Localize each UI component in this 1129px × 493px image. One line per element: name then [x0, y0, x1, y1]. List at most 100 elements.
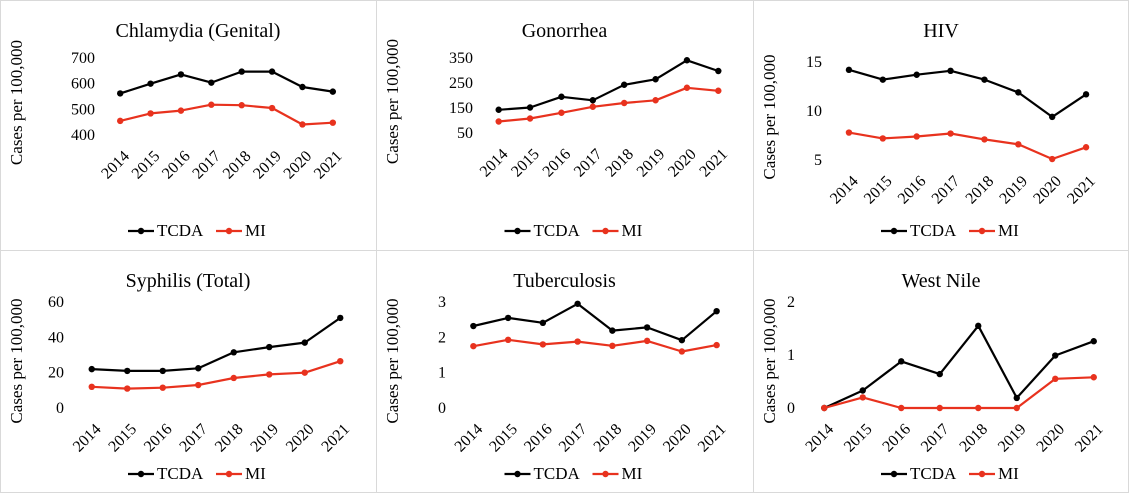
- data-point-tcda: [1015, 89, 1022, 96]
- y-tick-label: 10: [806, 103, 822, 120]
- y-tick-label: 250: [449, 75, 473, 92]
- x-tick-label: 2014: [452, 421, 487, 456]
- data-point-mi: [1052, 375, 1059, 383]
- x-tick-label: 2019: [634, 146, 669, 181]
- chart-title: Syphilis (Total): [126, 270, 251, 292]
- x-tick-label: 2018: [963, 173, 998, 208]
- chart-title: Chlamydia (Genital): [116, 20, 281, 42]
- x-tick-label: 2020: [283, 421, 318, 456]
- x-tick-label: 2021: [318, 421, 353, 456]
- data-point-mi: [683, 84, 691, 91]
- data-point-mi: [898, 404, 905, 412]
- data-point-tcda: [936, 370, 943, 378]
- series-line-mi: [824, 376, 1094, 410]
- data-point-tcda: [620, 81, 628, 88]
- x-tick-label: 2020: [1033, 421, 1068, 456]
- x-tick-label: 2017: [918, 421, 953, 456]
- legend-marker: [890, 470, 898, 478]
- data-point-mi: [230, 374, 237, 382]
- chart-title: HIV: [923, 20, 959, 42]
- data-point-tcda: [678, 336, 686, 344]
- x-tick-label: 2021: [695, 421, 730, 456]
- data-point-mi: [936, 404, 943, 412]
- data-point-tcda: [715, 67, 722, 75]
- legend-label: TCDA: [157, 464, 204, 483]
- legend-marker: [890, 227, 898, 235]
- data-point-tcda: [230, 349, 237, 356]
- x-tick-label: 2020: [665, 146, 700, 181]
- x-tick-label: 2021: [696, 146, 731, 181]
- data-point-tcda: [589, 97, 597, 104]
- data-point-tcda: [947, 67, 954, 75]
- legend-label: TCDA: [910, 464, 957, 483]
- data-point-mi: [1090, 374, 1097, 381]
- y-tick-label: 3: [438, 294, 446, 311]
- x-tick-label: 2017: [571, 146, 606, 181]
- data-point-mi: [268, 104, 276, 112]
- legend-marker: [602, 470, 609, 478]
- series-line-tcda: [498, 59, 719, 111]
- x-tick-label: 2020: [281, 148, 316, 183]
- data-point-mi: [1048, 155, 1056, 163]
- series-line-mi: [498, 86, 719, 123]
- legend-label: TCDA: [157, 221, 204, 240]
- x-tick-label: 2015: [486, 421, 521, 456]
- data-point-tcda: [159, 367, 166, 375]
- y-tick-label: 0: [56, 400, 64, 417]
- data-point-mi: [1082, 144, 1090, 151]
- data-point-mi: [88, 383, 95, 390]
- x-tick-label: 2018: [602, 146, 637, 181]
- x-tick-label: 2015: [129, 148, 164, 183]
- x-tick-label: 2016: [895, 173, 930, 208]
- x-tick-label: 2015: [105, 421, 140, 456]
- data-point-mi: [526, 115, 534, 122]
- x-tick-label: 2019: [625, 421, 660, 456]
- x-tick-label: 2021: [1064, 173, 1099, 208]
- series-line-tcda: [848, 68, 1087, 119]
- legend-marker: [137, 227, 145, 235]
- data-point-tcda: [238, 68, 245, 75]
- data-point-mi: [678, 348, 686, 355]
- data-point-tcda: [609, 327, 616, 334]
- data-point-tcda: [713, 307, 720, 315]
- x-tick-label: 2016: [141, 421, 176, 456]
- data-point-tcda: [526, 104, 534, 111]
- y-tick-label: 2: [787, 294, 795, 311]
- x-tick-label: 2018: [956, 421, 991, 456]
- data-point-tcda: [652, 76, 659, 83]
- x-tick-label: 2018: [591, 421, 626, 456]
- data-point-mi: [715, 87, 722, 94]
- y-tick-label: 150: [449, 100, 473, 117]
- y-tick-label: 500: [71, 101, 95, 118]
- x-tick-label: 2019: [996, 173, 1031, 208]
- x-tick-label: 2015: [841, 421, 876, 456]
- data-point-tcda: [981, 76, 988, 83]
- x-tick-label: 2018: [212, 421, 247, 456]
- y-tick-label: 60: [48, 294, 64, 311]
- data-point-mi: [495, 118, 502, 125]
- y-tick-label: 5: [814, 152, 822, 169]
- data-point-tcda: [116, 90, 124, 97]
- data-point-tcda: [337, 314, 344, 322]
- series-line-mi: [848, 131, 1087, 161]
- data-point-mi: [337, 357, 344, 365]
- y-tick-label: 700: [71, 50, 95, 67]
- x-tick-label: 2014: [802, 421, 837, 456]
- data-point-mi: [266, 371, 273, 378]
- chart-title: Gonorrhea: [522, 20, 608, 42]
- y-tick-label: 600: [71, 76, 95, 93]
- x-tick-label: 2020: [660, 421, 695, 456]
- y-axis-label: Cases per 100,000: [760, 54, 779, 179]
- series-line-mi: [473, 338, 717, 353]
- data-point-mi: [981, 136, 988, 143]
- x-tick-label: 2017: [176, 421, 211, 456]
- y-tick-label: 15: [806, 54, 822, 71]
- y-tick-label: 2: [438, 329, 446, 346]
- data-point-mi: [504, 336, 512, 344]
- y-tick-label: 0: [787, 400, 795, 417]
- data-point-mi: [620, 99, 628, 107]
- legend-label: TCDA: [534, 464, 581, 483]
- legend-label: MI: [998, 221, 1019, 240]
- series-line-mi: [91, 360, 341, 390]
